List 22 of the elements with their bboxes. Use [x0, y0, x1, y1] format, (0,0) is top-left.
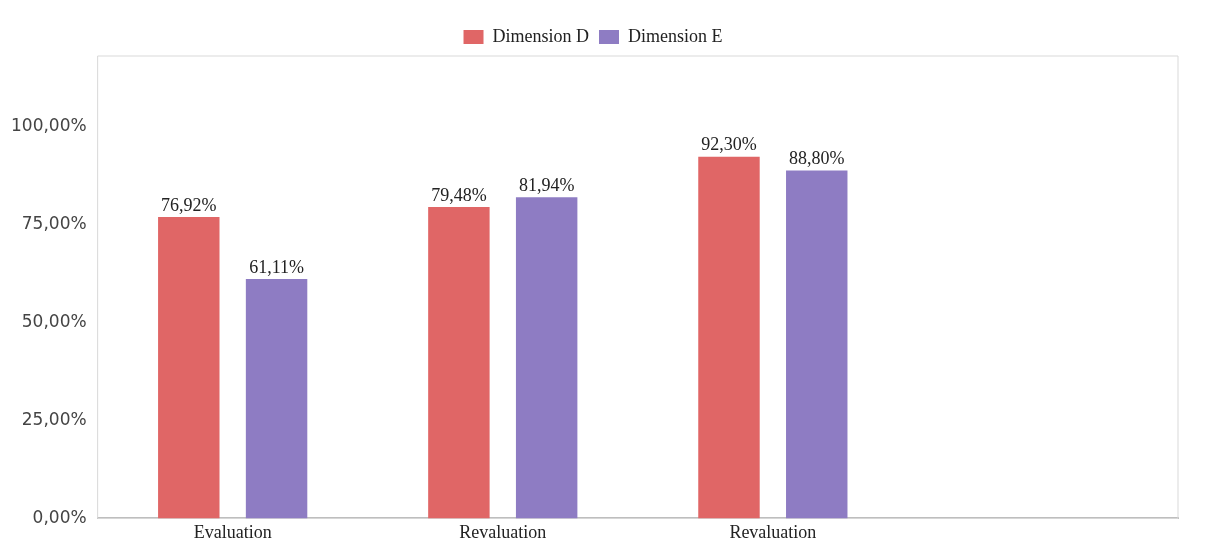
data-label: 79,48% — [431, 184, 487, 205]
y-tick-label: 50,00% — [21, 310, 87, 331]
y-tick-label: 0,00% — [32, 506, 87, 527]
bar — [786, 170, 848, 519]
data-label: 76,92% — [161, 194, 217, 215]
legend-label: Dimension D — [492, 25, 590, 46]
x-tick-label: Revaluation — [729, 521, 817, 542]
x-tick-label: Evaluation — [193, 521, 272, 542]
data-label: 81,94% — [518, 175, 575, 196]
bar — [515, 197, 578, 519]
bar — [428, 206, 490, 519]
y-tick-label: 75,00% — [21, 212, 87, 233]
bar — [698, 156, 760, 519]
legend-label: Dimension E — [628, 25, 723, 46]
y-tick-label: 100,00% — [11, 114, 87, 135]
data-label: 88,80% — [789, 148, 845, 169]
data-label: 61,11% — [249, 256, 304, 277]
bar — [245, 278, 308, 519]
data-label: 92,30% — [701, 134, 757, 155]
y-tick-label: 25,00% — [21, 408, 87, 429]
x-tick-label: Revaluation — [459, 521, 547, 542]
bar — [158, 216, 220, 519]
